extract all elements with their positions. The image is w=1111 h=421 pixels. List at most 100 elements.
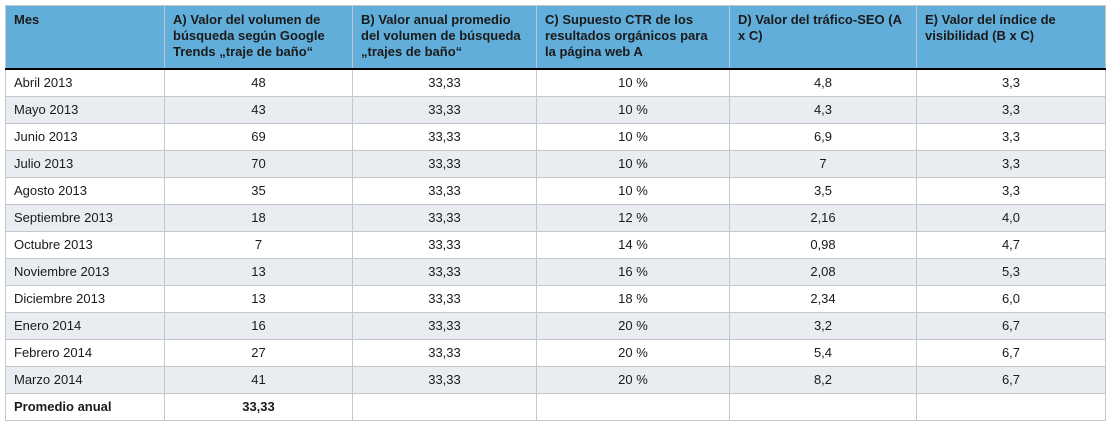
cell-a: 69	[164, 122, 353, 151]
cell-mes: Diciembre 2013	[5, 284, 165, 313]
cell-e	[916, 392, 1106, 421]
cell-b: 33,33	[352, 68, 537, 97]
cell-a: 7	[164, 230, 353, 259]
column-header-mes: Mes	[5, 5, 165, 70]
cell-b: 33,33	[352, 176, 537, 205]
cell-b	[352, 392, 537, 421]
column-header-c: C) Supuesto CTR de los resultados orgáni…	[536, 5, 730, 70]
cell-c: 10 %	[536, 95, 730, 124]
cell-mes: Enero 2014	[5, 311, 165, 340]
cell-d: 5,4	[729, 338, 917, 367]
cell-c: 20 %	[536, 311, 730, 340]
cell-a: 43	[164, 95, 353, 124]
column-header-e: E) Valor del índice de visibilidad (B x …	[916, 5, 1106, 70]
cell-a: 33,33	[164, 392, 353, 421]
column-header-a: A) Valor del volumen de búsqueda según G…	[164, 5, 353, 70]
cell-b: 33,33	[352, 122, 537, 151]
cell-d: 2,08	[729, 257, 917, 286]
cell-e: 3,3	[916, 122, 1106, 151]
cell-mes: Octubre 2013	[5, 230, 165, 259]
cell-e: 4,7	[916, 230, 1106, 259]
cell-a: 16	[164, 311, 353, 340]
cell-b: 33,33	[352, 230, 537, 259]
cell-mes: Junio 2013	[5, 122, 165, 151]
cell-c: 10 %	[536, 122, 730, 151]
cell-b: 33,33	[352, 257, 537, 286]
cell-mes: Noviembre 2013	[5, 257, 165, 286]
cell-d: 2,16	[729, 203, 917, 232]
table-row: Junio 2013 69 33,33 10 % 6,9 3,3	[5, 122, 1106, 151]
table-row: Agosto 2013 35 33,33 10 % 3,5 3,3	[5, 176, 1106, 205]
table-footer-row: Promedio anual 33,33	[5, 392, 1106, 421]
cell-b: 33,33	[352, 284, 537, 313]
cell-b: 33,33	[352, 338, 537, 367]
cell-c: 20 %	[536, 365, 730, 394]
cell-a: 35	[164, 176, 353, 205]
table-row: Julio 2013 70 33,33 10 % 7 3,3	[5, 149, 1106, 178]
cell-mes: Agosto 2013	[5, 176, 165, 205]
cell-mes: Abril 2013	[5, 68, 165, 97]
cell-e: 6,7	[916, 365, 1106, 394]
table-row: Enero 2014 16 33,33 20 % 3,2 6,7	[5, 311, 1106, 340]
cell-d: 4,8	[729, 68, 917, 97]
cell-c: 10 %	[536, 176, 730, 205]
seo-visibility-table: Mes A) Valor del volumen de búsqueda segú…	[5, 5, 1106, 421]
header-row: Mes A) Valor del volumen de búsqueda segú…	[5, 5, 1106, 70]
column-header-b: B) Valor anual promedio del volumen de b…	[352, 5, 537, 70]
cell-d: 3,2	[729, 311, 917, 340]
cell-c: 18 %	[536, 284, 730, 313]
table-header: Mes A) Valor del volumen de búsqueda segú…	[5, 5, 1106, 70]
cell-e: 5,3	[916, 257, 1106, 286]
table-row: Septiembre 2013 18 33,33 12 % 2,16 4,0	[5, 203, 1106, 232]
cell-mes: Febrero 2014	[5, 338, 165, 367]
cell-c: 14 %	[536, 230, 730, 259]
cell-e: 3,3	[916, 95, 1106, 124]
cell-d: 8,2	[729, 365, 917, 394]
table-row: Marzo 2014 41 33,33 20 % 8,2 6,7	[5, 365, 1106, 394]
cell-e: 6,0	[916, 284, 1106, 313]
cell-c: 16 %	[536, 257, 730, 286]
table-row: Mayo 2013 43 33,33 10 % 4,3 3,3	[5, 95, 1106, 124]
cell-a: 13	[164, 284, 353, 313]
cell-b: 33,33	[352, 149, 537, 178]
cell-e: 3,3	[916, 68, 1106, 97]
cell-c: 20 %	[536, 338, 730, 367]
cell-e: 6,7	[916, 311, 1106, 340]
cell-a: 13	[164, 257, 353, 286]
cell-b: 33,33	[352, 203, 537, 232]
cell-e: 6,7	[916, 338, 1106, 367]
cell-a: 18	[164, 203, 353, 232]
cell-a: 41	[164, 365, 353, 394]
cell-c: 12 %	[536, 203, 730, 232]
table-row: Noviembre 2013 13 33,33 16 % 2,08 5,3	[5, 257, 1106, 286]
cell-d: 7	[729, 149, 917, 178]
cell-a: 27	[164, 338, 353, 367]
cell-d: 0,98	[729, 230, 917, 259]
cell-c	[536, 392, 730, 421]
cell-d: 3,5	[729, 176, 917, 205]
cell-e: 4,0	[916, 203, 1106, 232]
cell-mes: Julio 2013	[5, 149, 165, 178]
cell-d: 6,9	[729, 122, 917, 151]
table-body: Abril 2013 48 33,33 10 % 4,8 3,3 Mayo 2013 43 33…	[5, 68, 1106, 421]
column-header-d: D) Valor del tráfico-SEO (A x C)	[729, 5, 917, 70]
cell-mes: Septiembre 2013	[5, 203, 165, 232]
table-row: Febrero 2014 27 33,33 20 % 5,4 6,7	[5, 338, 1106, 367]
cell-b: 33,33	[352, 311, 537, 340]
table-row: Abril 2013 48 33,33 10 % 4,8 3,3	[5, 68, 1106, 97]
cell-d	[729, 392, 917, 421]
cell-c: 10 %	[536, 149, 730, 178]
cell-a: 70	[164, 149, 353, 178]
cell-d: 2,34	[729, 284, 917, 313]
cell-a: 48	[164, 68, 353, 97]
cell-mes: Promedio anual	[5, 392, 165, 421]
cell-mes: Mayo 2013	[5, 95, 165, 124]
cell-mes: Marzo 2014	[5, 365, 165, 394]
cell-c: 10 %	[536, 68, 730, 97]
cell-e: 3,3	[916, 176, 1106, 205]
cell-b: 33,33	[352, 365, 537, 394]
cell-d: 4,3	[729, 95, 917, 124]
cell-e: 3,3	[916, 149, 1106, 178]
cell-b: 33,33	[352, 95, 537, 124]
